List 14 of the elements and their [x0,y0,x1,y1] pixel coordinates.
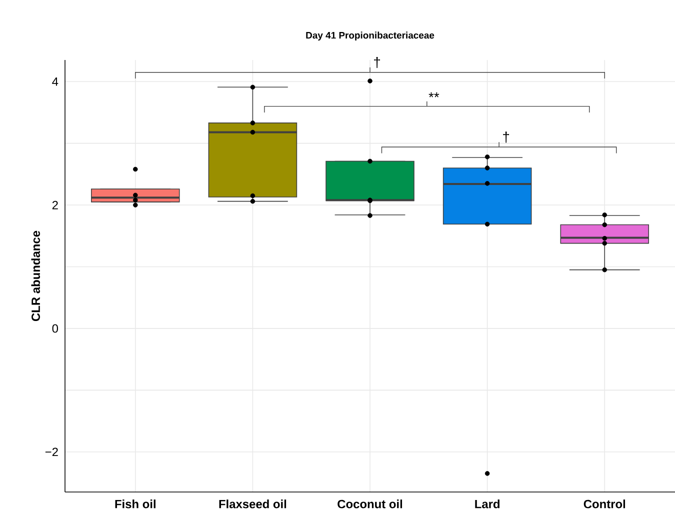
y-tick-label: −2 [45,448,58,456]
x-tick-label: Control [584,500,626,508]
x-tick-label: Fish oil [115,500,156,508]
chart-title: Day 41 Propionibacteriaceae [306,32,434,41]
annotation: † [374,57,380,68]
y-axis-title: CLR abundance [31,230,40,322]
y-tick-label: 2 [52,200,58,210]
x-tick-label: Flaxseed oil [219,500,286,508]
x-tick-label: Coconut oil [338,500,402,508]
y-tick-label: 4 [52,77,58,86]
annotation: ** [428,92,440,98]
annotation: † [503,132,510,143]
y-tick-label: 0 [52,324,58,333]
x-tick-label: Lard [475,500,500,508]
